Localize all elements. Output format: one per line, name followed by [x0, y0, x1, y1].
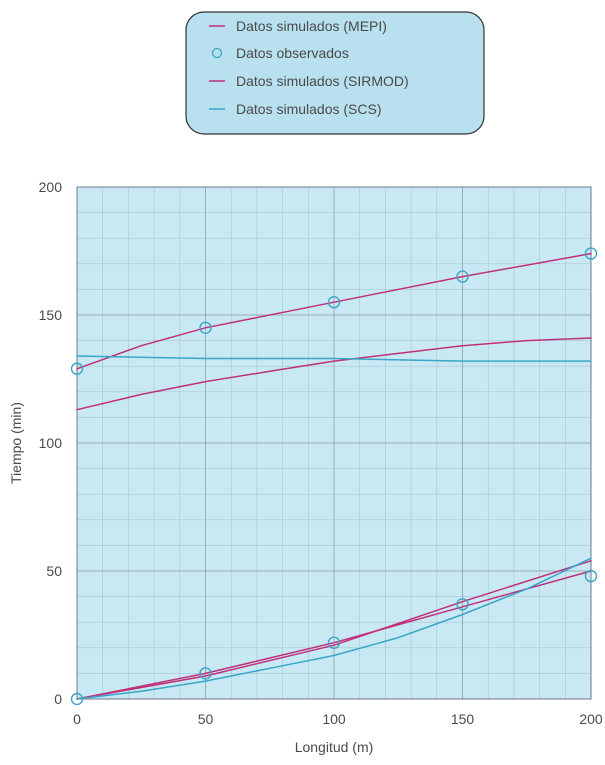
x-tick-label: 150	[451, 711, 475, 727]
legend-label: Datos simulados (SIRMOD)	[236, 73, 409, 89]
series-line-datos-simulados-scs-avance	[76, 557, 592, 700]
legend-label: Datos observados	[236, 45, 349, 61]
x-tick-label: 50	[198, 711, 214, 727]
y-tick-label: 200	[39, 179, 63, 195]
x-tick-label: 200	[579, 711, 603, 727]
x-axis-label: Longitud (m)	[295, 739, 374, 755]
point-datos-observados-avance	[327, 636, 341, 649]
x-tick-label: 0	[73, 711, 81, 727]
legend-item: Datos simulados (SCS)	[209, 101, 382, 117]
series-line-datos-simulados-sirmod-receso	[76, 337, 592, 411]
series-line-datos-simulados-sirmod-avance	[76, 560, 592, 700]
legend-item: Datos observados	[211, 45, 349, 61]
point-datos-observados-receso	[584, 247, 598, 260]
series-line-datos-simulados-scs-receso	[76, 355, 592, 362]
y-axis-ticks: 0 50 100 150 200	[39, 179, 63, 707]
point-datos-observados-avance	[584, 569, 598, 583]
legend-item: Datos simulados (MEPI)	[209, 18, 387, 34]
legend: Datos simulados (MEPI) Datos observados Da…	[185, 11, 485, 135]
point-datos-observados-receso	[327, 296, 341, 309]
point-datos-observados-receso	[70, 362, 84, 375]
point-datos-observados-receso	[456, 270, 469, 283]
y-tick-label: 100	[39, 435, 63, 451]
point-datos-observados-avance	[70, 692, 84, 706]
legend-label: Datos simulados (MEPI)	[236, 18, 387, 34]
series-line-datos-simulados-mepi-receso	[76, 252, 592, 370]
series-line-datos-simulados-mepi-avance	[76, 570, 592, 700]
y-tick-label: 150	[39, 307, 63, 323]
legend-marker-circle	[211, 47, 223, 59]
grid	[77, 187, 591, 699]
legend-box	[185, 11, 485, 135]
point-datos-observados-avance	[456, 598, 469, 611]
x-tick-label: 100	[322, 711, 346, 727]
x-axis-ticks: 0 50 100 150 200	[73, 711, 603, 727]
y-axis-label: Tiempo (min)	[8, 402, 24, 484]
point-datos-observados-avance	[199, 667, 212, 680]
y-tick-label: 0	[54, 691, 62, 707]
legend-item: Datos simulados (SIRMOD)	[209, 73, 409, 89]
series-layer	[70, 247, 598, 706]
legend-label: Datos simulados (SCS)	[236, 101, 382, 117]
plot-area	[70, 186, 598, 706]
plot-frame	[76, 186, 592, 700]
y-tick-label: 50	[46, 563, 62, 579]
point-datos-observados-receso	[199, 321, 212, 334]
